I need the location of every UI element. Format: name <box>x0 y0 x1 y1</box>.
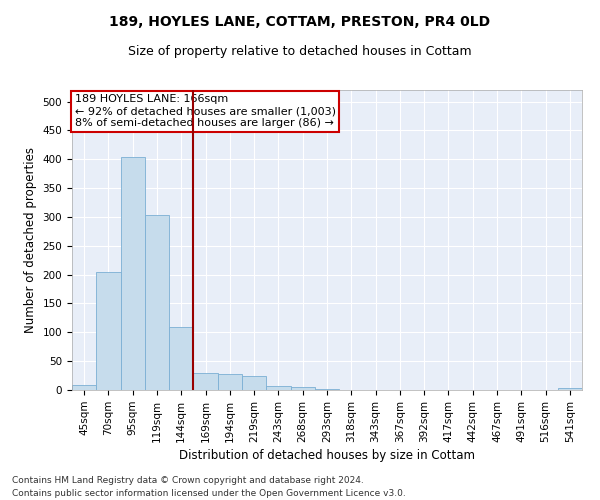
Bar <box>290 387 315 390</box>
Bar <box>145 215 169 390</box>
Text: Contains HM Land Registry data © Crown copyright and database right 2024.: Contains HM Land Registry data © Crown c… <box>12 476 364 485</box>
Bar <box>242 376 266 390</box>
Bar <box>96 272 121 390</box>
Y-axis label: Number of detached properties: Number of detached properties <box>24 147 37 333</box>
Bar <box>193 372 218 390</box>
X-axis label: Distribution of detached houses by size in Cottam: Distribution of detached houses by size … <box>179 449 475 462</box>
Text: 189, HOYLES LANE, COTTAM, PRESTON, PR4 0LD: 189, HOYLES LANE, COTTAM, PRESTON, PR4 0… <box>109 15 491 29</box>
Text: Size of property relative to detached houses in Cottam: Size of property relative to detached ho… <box>128 45 472 58</box>
Bar <box>558 388 582 390</box>
Bar <box>121 158 145 390</box>
Bar <box>169 326 193 390</box>
Bar <box>266 386 290 390</box>
Bar <box>315 389 339 390</box>
Text: Contains public sector information licensed under the Open Government Licence v3: Contains public sector information licen… <box>12 488 406 498</box>
Text: 189 HOYLES LANE: 166sqm
← 92% of detached houses are smaller (1,003)
8% of semi-: 189 HOYLES LANE: 166sqm ← 92% of detache… <box>74 94 335 128</box>
Bar <box>72 386 96 390</box>
Bar <box>218 374 242 390</box>
